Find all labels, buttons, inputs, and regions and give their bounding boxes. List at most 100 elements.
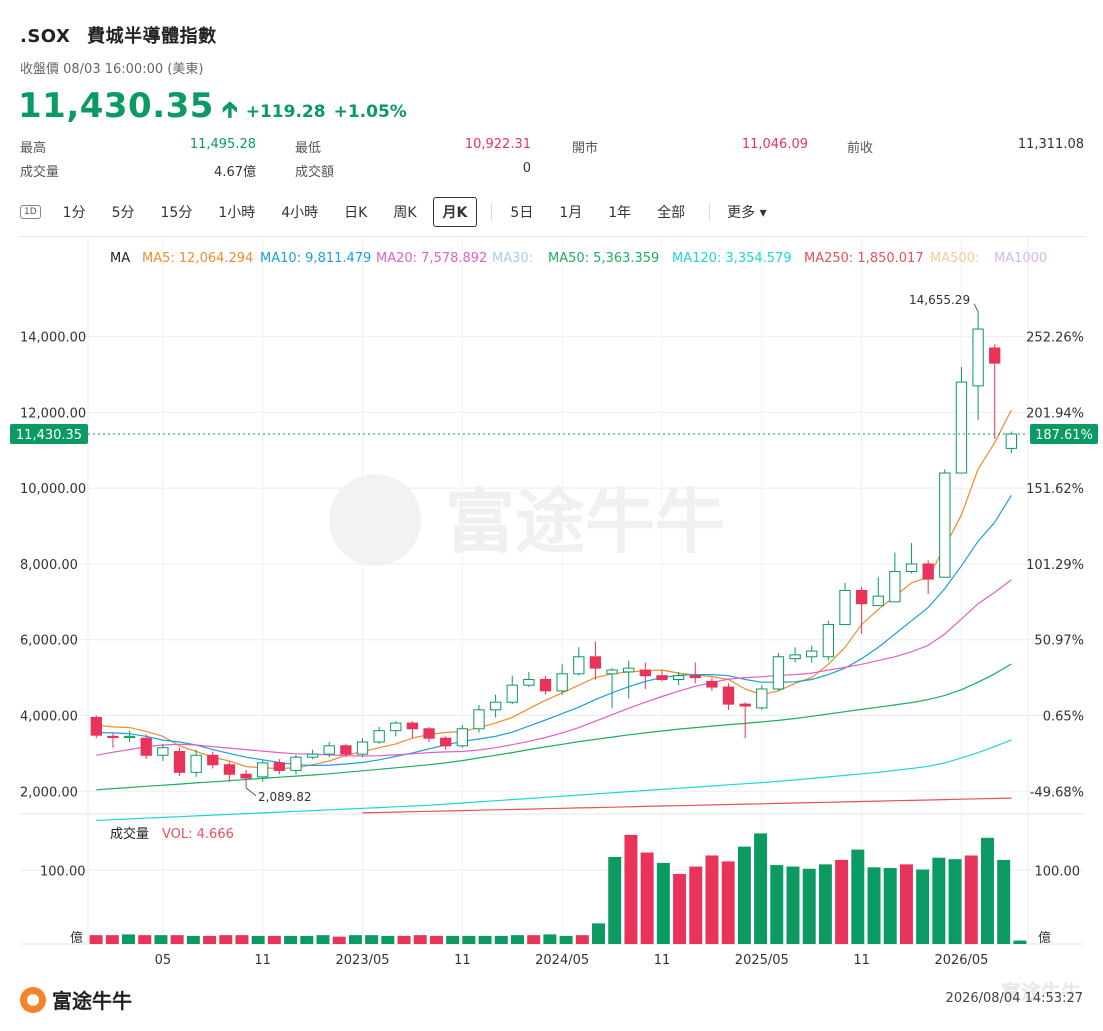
volume-bar — [851, 849, 865, 944]
candle-body — [1005, 433, 1018, 449]
volume-bar — [754, 833, 768, 944]
candle-body — [406, 722, 419, 730]
last-price-tag-bg — [10, 423, 88, 444]
candle-body — [340, 745, 352, 755]
volume-bar — [122, 934, 135, 944]
candle-body — [473, 709, 485, 730]
volume-bar — [429, 935, 443, 944]
pct-tick-label: 252.26% — [1026, 331, 1084, 346]
tab-0[interactable]: 1分 — [62, 205, 86, 221]
tab-2[interactable]: 15分 — [160, 205, 193, 221]
candle-body — [423, 728, 435, 739]
candle-body — [306, 753, 319, 758]
volume-bar — [300, 935, 314, 944]
tab-4[interactable]: 4小時 — [281, 205, 319, 221]
volume-bar — [673, 873, 687, 944]
open-label: 開市 — [572, 141, 599, 156]
volume-bar — [916, 869, 930, 944]
volume-bar — [203, 935, 217, 944]
logo-icon — [20, 986, 46, 1013]
candle-body — [789, 654, 801, 660]
volume-bar — [592, 923, 605, 944]
tab-9[interactable]: 1月 — [559, 205, 583, 221]
volume-bar — [835, 859, 849, 944]
x-tick-label: 11 — [254, 953, 271, 968]
volume-bar — [138, 935, 152, 944]
candle-body — [589, 656, 602, 669]
low-label: 最低 — [295, 141, 322, 156]
candle-body — [955, 381, 968, 474]
tab-6[interactable]: 周K — [393, 205, 417, 221]
candle-body — [523, 679, 535, 686]
ma-legend-item: MA120: 3,354.579 — [672, 251, 792, 266]
volume-bar — [981, 837, 994, 944]
volume-bar — [348, 935, 362, 944]
volume-bar — [413, 935, 427, 944]
tab-10[interactable]: 1年 — [608, 205, 632, 221]
last-price-tag: 11,430.35 — [16, 428, 82, 443]
x-tick-label: 11 — [654, 953, 671, 968]
ma-legend-item: MA30: — [492, 251, 533, 266]
candle-body — [390, 722, 402, 732]
tab-11[interactable]: 全部 — [657, 205, 686, 221]
candlestick-chart[interactable]: 富途牛牛 2,000.00 -49.68% 4,000.00 0.65% 6,000.00… — [0, 236, 1103, 976]
tab-1[interactable]: 5分 — [111, 205, 135, 221]
volume-bar — [899, 864, 913, 944]
ma-legend-item: MA500: — [930, 251, 979, 266]
volume-bar — [527, 935, 541, 944]
volume-bar — [462, 935, 476, 944]
prev-close-value: 11,311.08 — [1017, 137, 1084, 152]
x-tick-label: 2023/05 — [336, 953, 390, 968]
candle-body — [722, 686, 735, 705]
candle-body — [972, 328, 984, 387]
volume-bar — [721, 861, 735, 944]
ma-legend-item: MA50: 5,363.359 — [548, 251, 659, 266]
candle-body — [989, 347, 1001, 364]
volume-title: 成交量 — [110, 826, 149, 842]
x-tick-label: 11 — [454, 953, 471, 968]
tab-3[interactable]: 1小時 — [218, 205, 256, 221]
volume-bar — [656, 862, 670, 944]
volume-bar — [251, 935, 265, 944]
candle-body — [939, 472, 951, 578]
volume-bar — [640, 852, 654, 944]
intraday-toggle-icon[interactable]: 1D — [20, 205, 41, 219]
volume-bar — [737, 846, 751, 944]
more-dropdown[interactable]: 更多 ▾ — [727, 205, 767, 221]
candle-body — [872, 595, 884, 607]
volume-value-label: VOL: 4.666 — [162, 827, 234, 842]
last-pct-tag: 187.61% — [1035, 428, 1093, 443]
pct-tick-label: 50.97% — [1034, 634, 1084, 649]
pct-tick-label: 0.65% — [1043, 709, 1084, 724]
volume-bar — [964, 855, 978, 944]
candle-body — [806, 650, 818, 658]
candle-body — [606, 669, 618, 675]
y-tick-label: 14,000.00 — [20, 331, 86, 346]
tab-8[interactable]: 5日 — [510, 205, 534, 221]
volume-bar — [802, 868, 816, 944]
page-title: .SOX 費城半導體指數 — [20, 22, 227, 48]
candle-body — [489, 701, 502, 711]
close-time: 收盤價 08/03 16:00:00 (美東) — [20, 62, 204, 77]
candle-body — [373, 730, 385, 743]
min-label: 2,089.82 — [258, 790, 311, 804]
tab-5[interactable]: 日K — [344, 205, 368, 221]
candle-body — [639, 669, 652, 677]
candle-body — [190, 754, 202, 773]
price-change-pct: +1.05% — [333, 102, 407, 122]
volume-bar — [105, 935, 119, 944]
y-tick-label: 8,000.00 — [20, 558, 78, 573]
min-pointer — [245, 787, 257, 797]
volume-label: 成交量 — [20, 165, 60, 180]
volume-bar — [446, 935, 460, 944]
candle-body — [556, 673, 568, 692]
candle-body — [173, 750, 186, 773]
volume-bar — [1013, 940, 1027, 944]
tab-7[interactable]: 月K — [432, 197, 478, 227]
volume-bar — [365, 935, 379, 944]
max-pointer — [973, 303, 979, 313]
high-label: 最高 — [20, 141, 47, 156]
candle-body — [90, 716, 102, 736]
candle-body — [889, 571, 901, 603]
candle-body — [656, 675, 668, 681]
